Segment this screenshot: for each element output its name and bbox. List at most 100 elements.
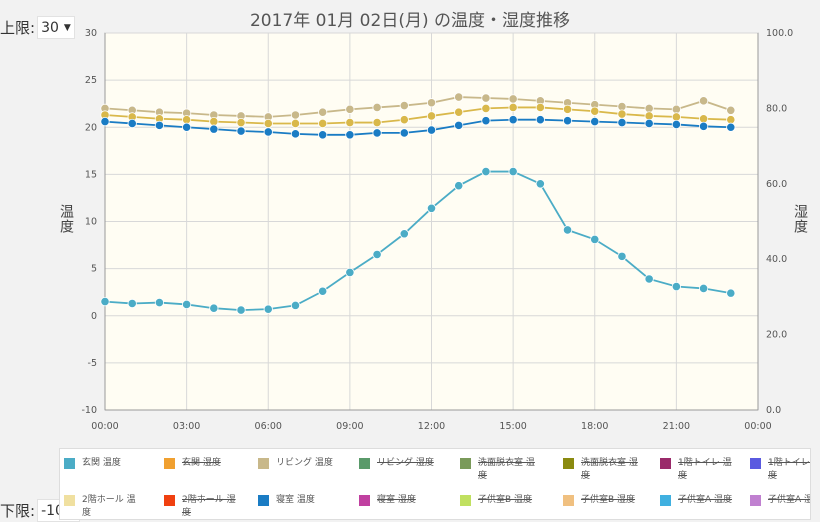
data-point <box>671 281 681 292</box>
data-point <box>182 299 192 310</box>
data-point <box>290 129 301 139</box>
legend-item[interactable]: 1階トイレ 温度 <box>660 457 740 483</box>
legend-swatch <box>359 495 370 506</box>
data-point <box>154 297 165 308</box>
data-point <box>318 107 328 117</box>
legend-swatch <box>359 458 370 469</box>
legend-item[interactable]: 寝室 温度 <box>258 494 338 507</box>
data-point <box>617 109 627 119</box>
data-point <box>263 127 273 137</box>
legend-label: 玄関 温度 <box>82 458 121 468</box>
data-point <box>562 225 573 235</box>
legend-label: 子供室B 湿度 <box>581 495 636 505</box>
data-point <box>345 130 355 140</box>
y-right-tick-label: 100.0 <box>766 28 793 39</box>
data-point <box>426 203 437 213</box>
legend-label: リビング 湿度 <box>377 458 434 468</box>
data-point <box>426 125 437 135</box>
data-point <box>263 304 273 314</box>
x-tick-label: 06:00 <box>255 421 282 432</box>
legend-item[interactable]: 2階ホール 温度 <box>64 494 144 519</box>
legend-item[interactable]: 1階トイレ 湿度 <box>750 457 810 483</box>
y-left-tick-label: 15 <box>85 169 97 180</box>
data-point <box>345 267 355 277</box>
data-point <box>535 179 545 189</box>
legend-swatch <box>460 458 471 469</box>
legend-swatch <box>750 495 761 506</box>
data-point <box>726 105 736 115</box>
data-point <box>318 118 328 129</box>
data-point <box>726 122 736 132</box>
y-axis-label-right: 湿度 <box>792 204 808 234</box>
legend-item[interactable]: 玄関 温度 <box>64 457 144 470</box>
legend-swatch <box>164 458 175 469</box>
chart-title: 2017年 01月 02日(月) の温度・湿度推移 <box>249 11 570 31</box>
data-point <box>454 92 464 102</box>
legend-label: 子供室A 湿度 <box>768 495 810 505</box>
chevron-down-icon: ▼ <box>63 22 71 33</box>
chart-legend: 玄関 温度 玄関 湿度 リビング 温度 リビング 湿度 洗面脱衣室 温度 洗面脱衣室 湿度… <box>59 448 811 520</box>
data-point <box>644 118 654 129</box>
legend-item[interactable]: リビング 温度 <box>258 457 338 470</box>
data-point <box>426 111 437 121</box>
data-point <box>154 120 165 130</box>
x-tick-label: 00:00 <box>91 421 118 432</box>
y-right-tick-label: 40.0 <box>766 254 787 265</box>
data-point <box>481 93 491 103</box>
data-point <box>481 116 491 126</box>
data-point <box>698 121 709 131</box>
legend-label: 洗面脱衣室 湿度 <box>581 458 638 481</box>
data-point <box>590 106 600 116</box>
legend-item[interactable]: 子供室B 湿度 <box>563 494 643 507</box>
data-point <box>481 103 491 114</box>
legend-item[interactable]: 2階ホール 湿度 <box>164 494 244 519</box>
data-point <box>508 166 518 177</box>
data-point <box>590 116 600 127</box>
data-point <box>508 94 518 104</box>
y-right-tick-label: 80.0 <box>766 103 787 114</box>
data-point <box>345 104 355 114</box>
data-point <box>290 118 301 129</box>
data-point <box>290 300 301 310</box>
legend-swatch <box>750 458 761 469</box>
data-point <box>372 249 382 260</box>
legend-label: 子供室B 温度 <box>478 495 533 505</box>
data-point <box>318 130 328 140</box>
data-point <box>535 115 545 125</box>
y-left-tick-label: 30 <box>85 28 97 39</box>
legend-item[interactable]: 子供室B 温度 <box>460 494 540 507</box>
data-point <box>399 100 409 111</box>
legend-label: 寝室 湿度 <box>377 495 416 505</box>
data-point <box>209 303 219 313</box>
data-point <box>318 286 328 296</box>
legend-swatch <box>164 495 175 506</box>
legend-swatch <box>258 458 269 469</box>
legend-item[interactable]: 玄関 湿度 <box>164 457 244 470</box>
data-point <box>100 116 110 127</box>
line-chart: -10 -5 0 5 10 15 20 25 30 0.0 20.0 40.0 60.0 80.0 100.… <box>81 28 793 432</box>
y-right-tick-label: 20.0 <box>766 330 787 341</box>
legend-label: 玄関 湿度 <box>182 458 221 468</box>
data-point <box>182 122 192 132</box>
x-tick-label: 15:00 <box>499 421 526 432</box>
legend-label: 洗面脱衣室 温度 <box>478 458 535 481</box>
legend-swatch <box>563 458 574 469</box>
legend-swatch <box>64 458 75 469</box>
upper-limit-select[interactable]: 30 ▼ <box>37 16 75 39</box>
y-left-tick-label: -5 <box>88 358 97 369</box>
legend-swatch <box>563 495 574 506</box>
data-point <box>698 283 709 294</box>
data-point <box>372 117 382 128</box>
x-tick-label: 00:00 <box>744 421 771 432</box>
data-point <box>236 117 246 128</box>
data-point <box>372 102 382 113</box>
upper-limit-value: 30 <box>41 19 59 36</box>
legend-item[interactable]: 寝室 湿度 <box>359 494 439 507</box>
legend-item[interactable]: 洗面脱衣室 温度 <box>460 457 540 483</box>
legend-item[interactable]: 子供室A 温度 <box>660 494 740 507</box>
data-point <box>617 251 627 261</box>
legend-item[interactable]: 洗面脱衣室 湿度 <box>563 457 643 483</box>
legend-label: 1階トイレ 湿度 <box>768 458 810 481</box>
legend-item[interactable]: 子供室A 湿度 <box>750 494 810 507</box>
legend-item[interactable]: リビング 湿度 <box>359 457 439 470</box>
